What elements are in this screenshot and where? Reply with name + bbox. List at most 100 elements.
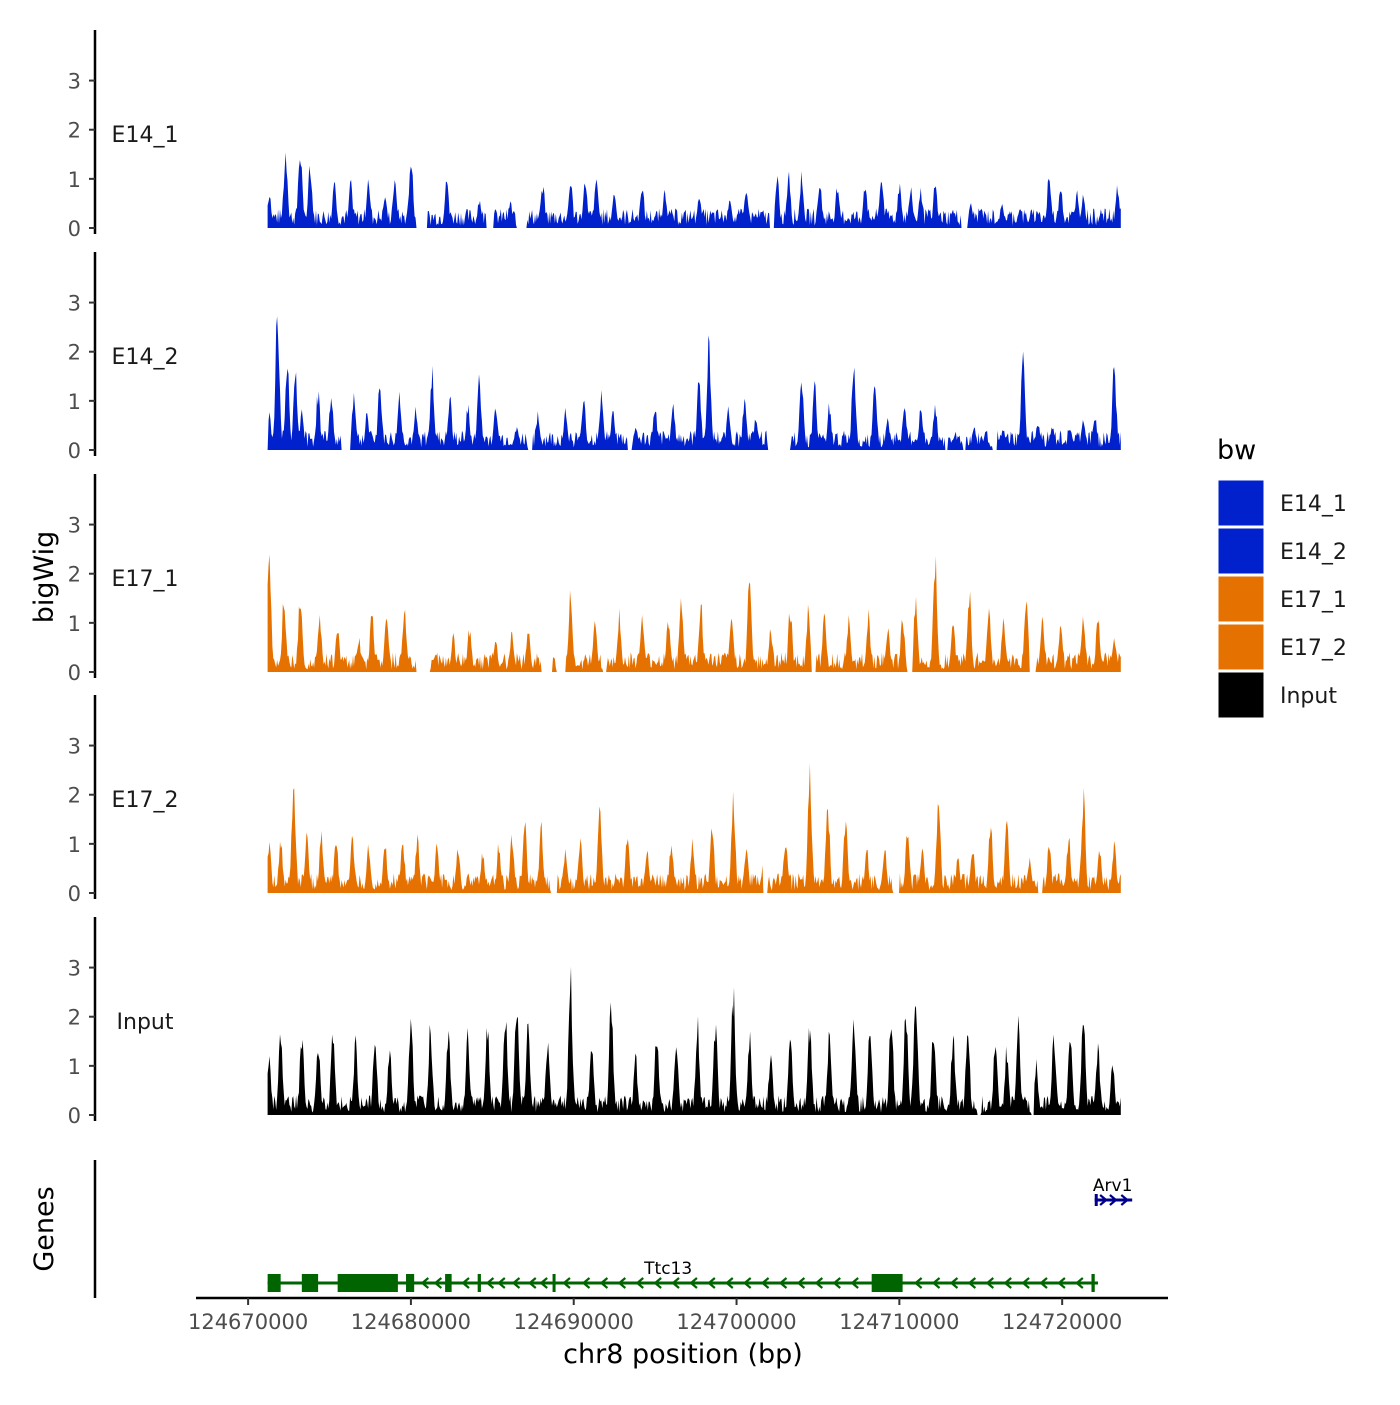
signal-area bbox=[267, 554, 1121, 672]
strand-arrow bbox=[581, 1277, 591, 1289]
strand-arrow bbox=[671, 1277, 680, 1289]
track-panel-input: 0 1 2 3 Input bbox=[68, 917, 1121, 1128]
track-panel-e14-2: 0 1 2 3 E14_2 bbox=[68, 252, 1121, 463]
gene-arv1: Arv1 bbox=[1093, 1176, 1133, 1206]
strand-arrow bbox=[742, 1277, 752, 1289]
y-tick-label: 1 bbox=[68, 1055, 81, 1079]
y-tick-label: 2 bbox=[68, 784, 81, 808]
strand-arrow bbox=[689, 1277, 698, 1289]
strand-arrow bbox=[1099, 1194, 1108, 1206]
signal-area bbox=[267, 316, 1121, 450]
x-tick-label: 124670000 bbox=[188, 1310, 308, 1334]
strand-arrow bbox=[433, 1277, 443, 1289]
strand-arrow bbox=[1120, 1194, 1130, 1206]
strand-arrow bbox=[511, 1277, 521, 1289]
gene-exon bbox=[552, 1274, 556, 1292]
legend-swatch bbox=[1217, 671, 1265, 719]
legend-swatch bbox=[1217, 479, 1265, 527]
gene-exon bbox=[1094, 1194, 1098, 1206]
strand-arrow bbox=[485, 1277, 495, 1289]
gene-exon bbox=[337, 1274, 398, 1292]
strand-arrow bbox=[949, 1277, 959, 1289]
legend-swatch bbox=[1217, 623, 1265, 671]
gene-exon bbox=[267, 1274, 281, 1292]
y-tick-label: 2 bbox=[68, 119, 81, 143]
x-tick-label: 124720000 bbox=[1002, 1310, 1122, 1334]
x-axis: 124670000 124680000 124690000 124700000 1247… bbox=[188, 1296, 1168, 1334]
y-tick-label: 0 bbox=[68, 217, 81, 241]
legend: bw E14_1 E14_2 E17_1 E17_2 Input bbox=[1217, 435, 1347, 719]
y-tick-label: 1 bbox=[68, 833, 81, 857]
gene-exon bbox=[406, 1274, 415, 1292]
track-panel-e17-2: 0 1 2 3 E17_2 bbox=[68, 695, 1121, 906]
y-tick-label: 1 bbox=[68, 612, 81, 636]
strand-arrow bbox=[1003, 1277, 1012, 1289]
gene-exon bbox=[477, 1274, 481, 1292]
strand-arrow bbox=[967, 1277, 977, 1289]
gene-label: Arv1 bbox=[1093, 1176, 1133, 1196]
track-name-label: E17_2 bbox=[112, 788, 179, 813]
y-tick-label: 3 bbox=[68, 957, 81, 981]
strand-arrow bbox=[796, 1277, 806, 1289]
x-tick-label: 124710000 bbox=[839, 1310, 959, 1334]
strand-arrow bbox=[1021, 1277, 1030, 1289]
legend-label: E14_1 bbox=[1280, 492, 1347, 517]
strand-arrow bbox=[931, 1277, 941, 1289]
strand-arrow bbox=[562, 1277, 571, 1289]
strand-arrow bbox=[635, 1277, 644, 1289]
gene-exon bbox=[1091, 1274, 1095, 1292]
strand-arrow bbox=[539, 1277, 548, 1289]
strand-arrow bbox=[913, 1277, 923, 1289]
y-tick-label: 0 bbox=[68, 882, 81, 906]
y-tick-label: 2 bbox=[68, 1006, 81, 1030]
gene-label: Ttc13 bbox=[643, 1259, 692, 1279]
legend-label: Input bbox=[1280, 684, 1337, 709]
y-tick-label: 0 bbox=[68, 439, 81, 463]
track-name-label: E17_1 bbox=[112, 567, 179, 592]
x-tick-label: 124680000 bbox=[351, 1310, 471, 1334]
strand-arrow bbox=[832, 1277, 841, 1289]
y-tick-label: 2 bbox=[68, 341, 81, 365]
legend-swatch bbox=[1217, 575, 1265, 623]
strand-arrow bbox=[617, 1277, 627, 1289]
track-panel-e14-1: 0 1 2 3 E14_1 bbox=[68, 30, 1121, 241]
gene-exon bbox=[445, 1274, 452, 1292]
gene-exon bbox=[871, 1274, 903, 1292]
strand-arrow bbox=[528, 1277, 537, 1289]
y-tick-label: 1 bbox=[68, 168, 81, 192]
strand-arrow bbox=[725, 1277, 734, 1289]
legend-swatch bbox=[1217, 527, 1265, 575]
gene-exon bbox=[301, 1274, 319, 1292]
legend-label: E17_2 bbox=[1280, 636, 1347, 661]
strand-arrow bbox=[1057, 1277, 1066, 1289]
strand-arrow bbox=[1039, 1277, 1048, 1289]
y-tick-label: 3 bbox=[68, 292, 81, 316]
y-tick-label: 3 bbox=[68, 70, 81, 94]
track-name-label: E14_1 bbox=[112, 123, 179, 148]
strand-arrow bbox=[379, 1277, 389, 1289]
y-tick-label: 0 bbox=[68, 661, 81, 685]
strand-arrow bbox=[1109, 1194, 1118, 1206]
strand-arrow bbox=[760, 1277, 770, 1289]
track-panel-e17-1: 0 1 2 3 E17_1 bbox=[68, 474, 1121, 685]
legend-title: bw bbox=[1217, 435, 1256, 466]
x-tick-label: 124690000 bbox=[514, 1310, 634, 1334]
x-axis-title: chr8 position (bp) bbox=[563, 1339, 803, 1370]
legend-label: E14_2 bbox=[1280, 540, 1347, 565]
strand-arrow bbox=[985, 1277, 994, 1289]
strand-arrow bbox=[599, 1277, 609, 1289]
signal-area bbox=[267, 966, 1121, 1115]
track-name-label: E14_2 bbox=[112, 345, 179, 370]
track-panels: 0 1 2 3 E14_1 0 1 2 3 E14_2 0 1 2 3 E17_1 0 1 2 3 E17_2 0 1 2 3… bbox=[68, 30, 1121, 1128]
strand-arrow bbox=[461, 1277, 470, 1289]
x-tick-label: 124700000 bbox=[676, 1310, 796, 1334]
strand-arrow bbox=[814, 1277, 824, 1289]
strand-arrow bbox=[1075, 1277, 1084, 1289]
gene-annotation-panel: Ttc13 Arv1 bbox=[93, 1160, 1133, 1298]
strand-arrow bbox=[420, 1277, 430, 1289]
track-name-label: Input bbox=[117, 1010, 174, 1035]
strand-arrow bbox=[850, 1277, 859, 1289]
y-tick-label: 3 bbox=[68, 514, 81, 538]
strand-arrow bbox=[497, 1277, 506, 1289]
